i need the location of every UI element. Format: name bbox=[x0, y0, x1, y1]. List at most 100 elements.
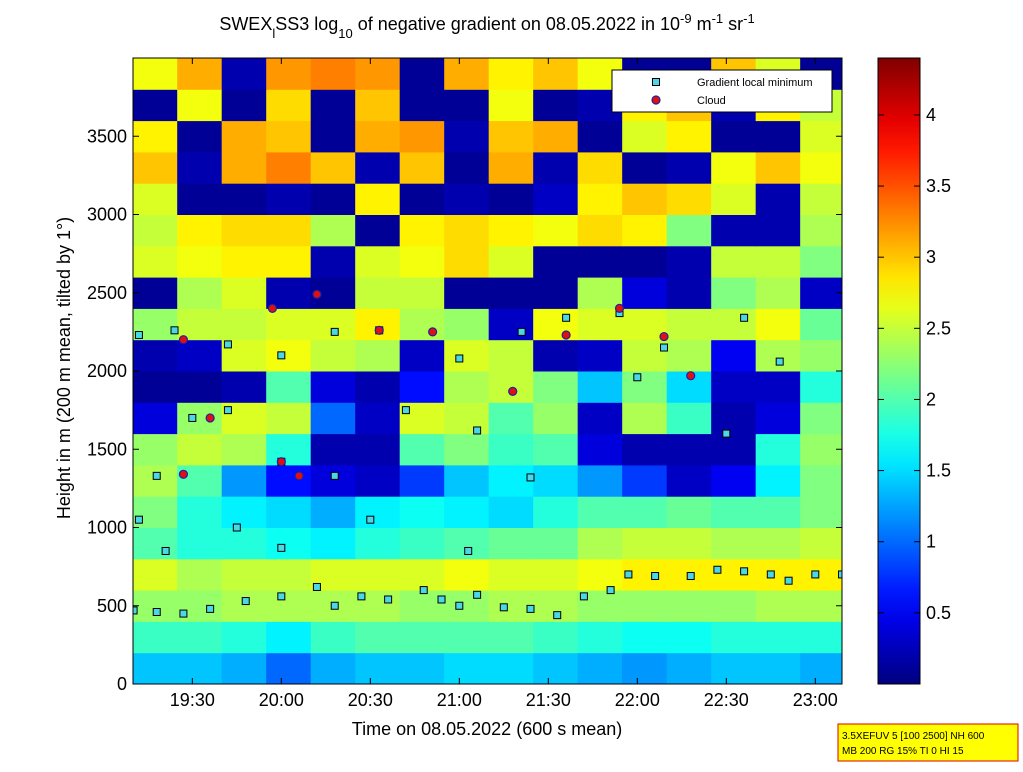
heat-cell bbox=[133, 151, 178, 184]
heat-cell bbox=[755, 496, 801, 528]
heat-cell bbox=[221, 151, 267, 184]
heat-cell bbox=[399, 339, 445, 372]
heat-cell bbox=[177, 652, 223, 684]
data-point bbox=[232, 523, 241, 532]
data-point bbox=[277, 543, 286, 552]
heat-cell bbox=[266, 464, 312, 497]
heat-cell bbox=[622, 308, 668, 341]
data-point bbox=[686, 371, 696, 381]
heat-cell bbox=[310, 183, 356, 215]
data-point bbox=[740, 567, 749, 576]
heat-cell bbox=[577, 339, 623, 372]
data-point bbox=[330, 471, 339, 480]
heat-cell bbox=[800, 433, 842, 466]
data-point bbox=[294, 471, 304, 481]
x-tick-label: 22:30 bbox=[704, 690, 749, 710]
heat-cell bbox=[533, 58, 579, 90]
heat-cell bbox=[310, 402, 356, 435]
heat-cell bbox=[266, 277, 312, 309]
data-point bbox=[811, 570, 820, 579]
data-point bbox=[276, 457, 286, 467]
heat-cell bbox=[177, 245, 223, 278]
title-part: of negative gradient on 08.05.2022 in 10 bbox=[353, 14, 680, 34]
heat-cell bbox=[533, 277, 579, 309]
heat-cell bbox=[488, 652, 534, 684]
heat-cell bbox=[800, 527, 842, 560]
heat-cell bbox=[666, 308, 712, 341]
heat-cell bbox=[177, 433, 223, 466]
heat-cell bbox=[444, 464, 490, 497]
heat-cell bbox=[800, 558, 842, 591]
heat-cell bbox=[399, 371, 445, 403]
data-point bbox=[624, 570, 633, 579]
heat-cell bbox=[755, 371, 801, 403]
data-point bbox=[205, 413, 215, 423]
heat-cell bbox=[310, 58, 356, 90]
legend-box bbox=[611, 69, 833, 113]
heat-cell bbox=[577, 558, 623, 591]
heat-cell bbox=[533, 402, 579, 435]
heat-cell bbox=[711, 464, 757, 497]
heat-cell bbox=[355, 496, 401, 528]
title-part: sr bbox=[723, 14, 743, 34]
heat-cell bbox=[711, 214, 757, 247]
heat-cell bbox=[755, 652, 801, 684]
title-part: l bbox=[272, 26, 275, 41]
heat-cell bbox=[622, 371, 668, 403]
heat-cell bbox=[711, 371, 757, 403]
y-tick-label: 3000 bbox=[87, 205, 127, 225]
heat-cell bbox=[444, 120, 490, 153]
heat-cell bbox=[622, 496, 668, 528]
heat-cell bbox=[800, 402, 842, 435]
heat-cell bbox=[221, 120, 267, 153]
heat-cell bbox=[355, 402, 401, 435]
heat-cell bbox=[755, 120, 801, 153]
heat-cell bbox=[488, 183, 534, 215]
legend-marker bbox=[651, 95, 661, 105]
colorbar-tick-label: 0.5 bbox=[926, 603, 951, 623]
heat-cell bbox=[133, 590, 178, 622]
heat-cell bbox=[533, 214, 579, 247]
data-point bbox=[330, 327, 339, 336]
heat-cell bbox=[755, 527, 801, 560]
data-point bbox=[740, 313, 749, 322]
heat-cell bbox=[355, 464, 401, 497]
heat-cell bbox=[800, 339, 842, 372]
heat-cell bbox=[444, 590, 490, 622]
data-point bbox=[206, 604, 215, 613]
heat-cell bbox=[266, 652, 312, 684]
y-tick-label: 3500 bbox=[87, 126, 127, 146]
heat-cell bbox=[711, 339, 757, 372]
heat-cell bbox=[711, 151, 757, 184]
heat-cell bbox=[444, 433, 490, 466]
title-part: -9 bbox=[680, 11, 692, 26]
heat-cell bbox=[711, 652, 757, 684]
heat-cell bbox=[622, 402, 668, 435]
heat-cell bbox=[577, 214, 623, 247]
data-point bbox=[366, 515, 375, 524]
heat-cell bbox=[577, 308, 623, 341]
heat-cell bbox=[755, 433, 801, 466]
heat-cell bbox=[133, 402, 178, 435]
legend: Gradient local minimum Cloud bbox=[611, 69, 833, 113]
heat-cell bbox=[488, 339, 534, 372]
heat-cell bbox=[266, 621, 312, 654]
data-point bbox=[464, 546, 473, 555]
heat-cell bbox=[399, 433, 445, 466]
heat-cell bbox=[622, 590, 668, 622]
heat-cell bbox=[444, 89, 490, 122]
heat-cell bbox=[488, 496, 534, 528]
heat-cell bbox=[355, 183, 401, 215]
y-tick-label: 2000 bbox=[87, 361, 127, 381]
heat-cell bbox=[444, 402, 490, 435]
heat-cell bbox=[177, 89, 223, 122]
legend-label: Gradient local minimum bbox=[697, 77, 813, 89]
heat-cell bbox=[711, 590, 757, 622]
heat-cell bbox=[577, 151, 623, 184]
heat-cell bbox=[488, 120, 534, 153]
heat-cell bbox=[399, 151, 445, 184]
colorbar-tick-label: 2.5 bbox=[926, 318, 951, 338]
colorbar bbox=[877, 57, 921, 685]
heat-cell bbox=[221, 371, 267, 403]
heat-cell bbox=[355, 120, 401, 153]
